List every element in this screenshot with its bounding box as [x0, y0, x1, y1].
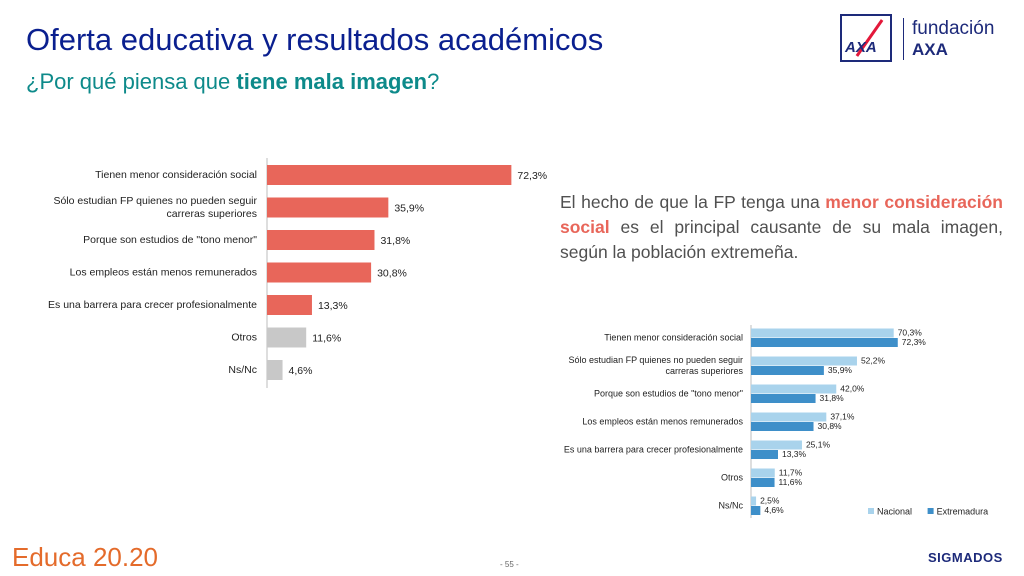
- chart2-category-label: Tienen menor consideración social: [604, 332, 743, 342]
- insight-note: El hecho de que la FP tenga una menor co…: [560, 190, 1003, 265]
- axa-logo-mark: AXA: [840, 14, 892, 62]
- chart2-category-label: Sólo estudian FP quienes no pueden segui…: [569, 355, 743, 365]
- chart2-category-label: Es una barrera para crecer profesionalme…: [564, 444, 743, 454]
- chart2-value-label: 35,9%: [828, 365, 853, 375]
- note-text-start: El hecho de que la FP tenga una: [560, 192, 826, 212]
- note-text-end: es el principal causante de su mala imag…: [560, 217, 1003, 262]
- chart2-value-label: 70,3%: [898, 328, 923, 338]
- chart1-value-label: 11,6%: [312, 332, 341, 344]
- chart2-bar-extremadura: [751, 450, 778, 459]
- chart1-category-label: Los empleos están menos remunerados: [70, 266, 257, 278]
- chart2-legend-label: Extremadura: [937, 506, 989, 516]
- note-highlight: menor consideración social: [560, 192, 1003, 237]
- page-title: Oferta educativa y resultados académicos: [26, 22, 604, 57]
- chart2-bar-nacional: [751, 356, 857, 366]
- chart1-category-label: Tienen menor consideración social: [95, 169, 257, 181]
- chart1-bar: [267, 327, 307, 348]
- chart1-category-label: carreras superiores: [167, 208, 257, 220]
- chart2-bar-nacional: [751, 468, 775, 478]
- chart2-bar-nacional: [751, 440, 802, 450]
- chart2-value-label: 13,3%: [782, 449, 807, 459]
- logo-divider: [903, 18, 904, 60]
- page-subtitle: ¿Por qué piensa que tiene mala imagen?: [26, 69, 439, 95]
- chart2-bar-extremadura: [751, 478, 775, 487]
- chart1-value-label: 31,8%: [380, 235, 410, 247]
- chart1-value-label: 30,8%: [377, 267, 407, 279]
- chart1-bar: [267, 197, 389, 218]
- chart2-value-label: 11,7%: [779, 468, 803, 478]
- chart2-bar-extremadura: [751, 506, 761, 515]
- chart2-value-label: 31,8%: [820, 393, 845, 403]
- logo-axa-text: AXA: [912, 40, 948, 59]
- chart2-category-label: Ns/Nc: [719, 500, 744, 510]
- chart2-value-label: 25,1%: [806, 440, 831, 450]
- subtitle-bold: tiene mala imagen: [236, 69, 428, 94]
- chart2-value-label: 11,6%: [779, 477, 803, 487]
- chart2-value-label: 37,1%: [830, 412, 855, 422]
- chart1-value-label: 4,6%: [289, 365, 313, 377]
- page-number: - 55 -: [500, 560, 519, 569]
- chart1-bar: [267, 360, 283, 380]
- chart2-category-label: Porque son estudios de "tono menor": [594, 388, 743, 398]
- chart2-bar-nacional: [751, 328, 894, 338]
- chart1-value-label: 35,9%: [394, 202, 424, 214]
- chart2-legend-swatch: [927, 508, 934, 514]
- chart2-bar-extremadura: [751, 394, 816, 403]
- footer-educa-logo: Educa 20.20: [12, 542, 159, 572]
- chart2-value-label: 4,6%: [764, 505, 784, 515]
- footer-sigmados-logo: SIGMADOS: [928, 550, 1003, 565]
- chart1-category-label: Otros: [231, 331, 257, 343]
- chart2-value-label: 30,8%: [818, 421, 843, 431]
- chart1-value-label: 72,3%: [517, 170, 547, 182]
- chart2-legend-swatch: [868, 508, 874, 514]
- chart2-bar-extremadura: [751, 338, 898, 347]
- chart2-legend-label: Nacional: [877, 506, 912, 516]
- chart2-value-label: 42,0%: [840, 384, 865, 394]
- chart1-bar: [267, 295, 312, 315]
- chart1-category-label: Es una barrera para crecer profesionalme…: [48, 299, 257, 311]
- chart1-bar: [267, 230, 375, 250]
- subtitle-end: ?: [427, 69, 440, 94]
- chart2-bar-extremadura: [751, 366, 824, 375]
- chart2-bar-nacional: [751, 384, 837, 394]
- chart2-bar-nacional: [751, 496, 757, 506]
- chart2-category-label: Los empleos están menos remunerados: [582, 416, 743, 426]
- chart1-category-label: Porque son estudios de "tono menor": [83, 234, 257, 246]
- chart1-bar: [267, 262, 372, 283]
- chart2-category-label: Otros: [721, 472, 744, 482]
- chart1-value-label: 13,3%: [318, 300, 348, 312]
- chart1-category-label: Ns/Nc: [228, 364, 257, 376]
- chart2-value-label: 2,5%: [760, 496, 780, 506]
- chart2-category-label: carreras superiores: [665, 366, 743, 376]
- fundacion-axa-logo: AXA fundación AXA: [840, 14, 1020, 66]
- chart1-bar: [267, 165, 512, 185]
- chart1-category-label: Sólo estudian FP quienes no pueden segui…: [53, 195, 257, 207]
- axa-mark-text: AXA: [845, 39, 877, 56]
- chart2-value-label: 52,2%: [861, 356, 886, 366]
- subtitle-text: ¿Por qué piensa que: [26, 69, 237, 94]
- chart2-bar-extremadura: [751, 422, 814, 431]
- chart2-value-label: 72,3%: [902, 337, 927, 347]
- chart2-bar-nacional: [751, 412, 827, 422]
- logo-fundacion-text: fundación: [912, 18, 995, 39]
